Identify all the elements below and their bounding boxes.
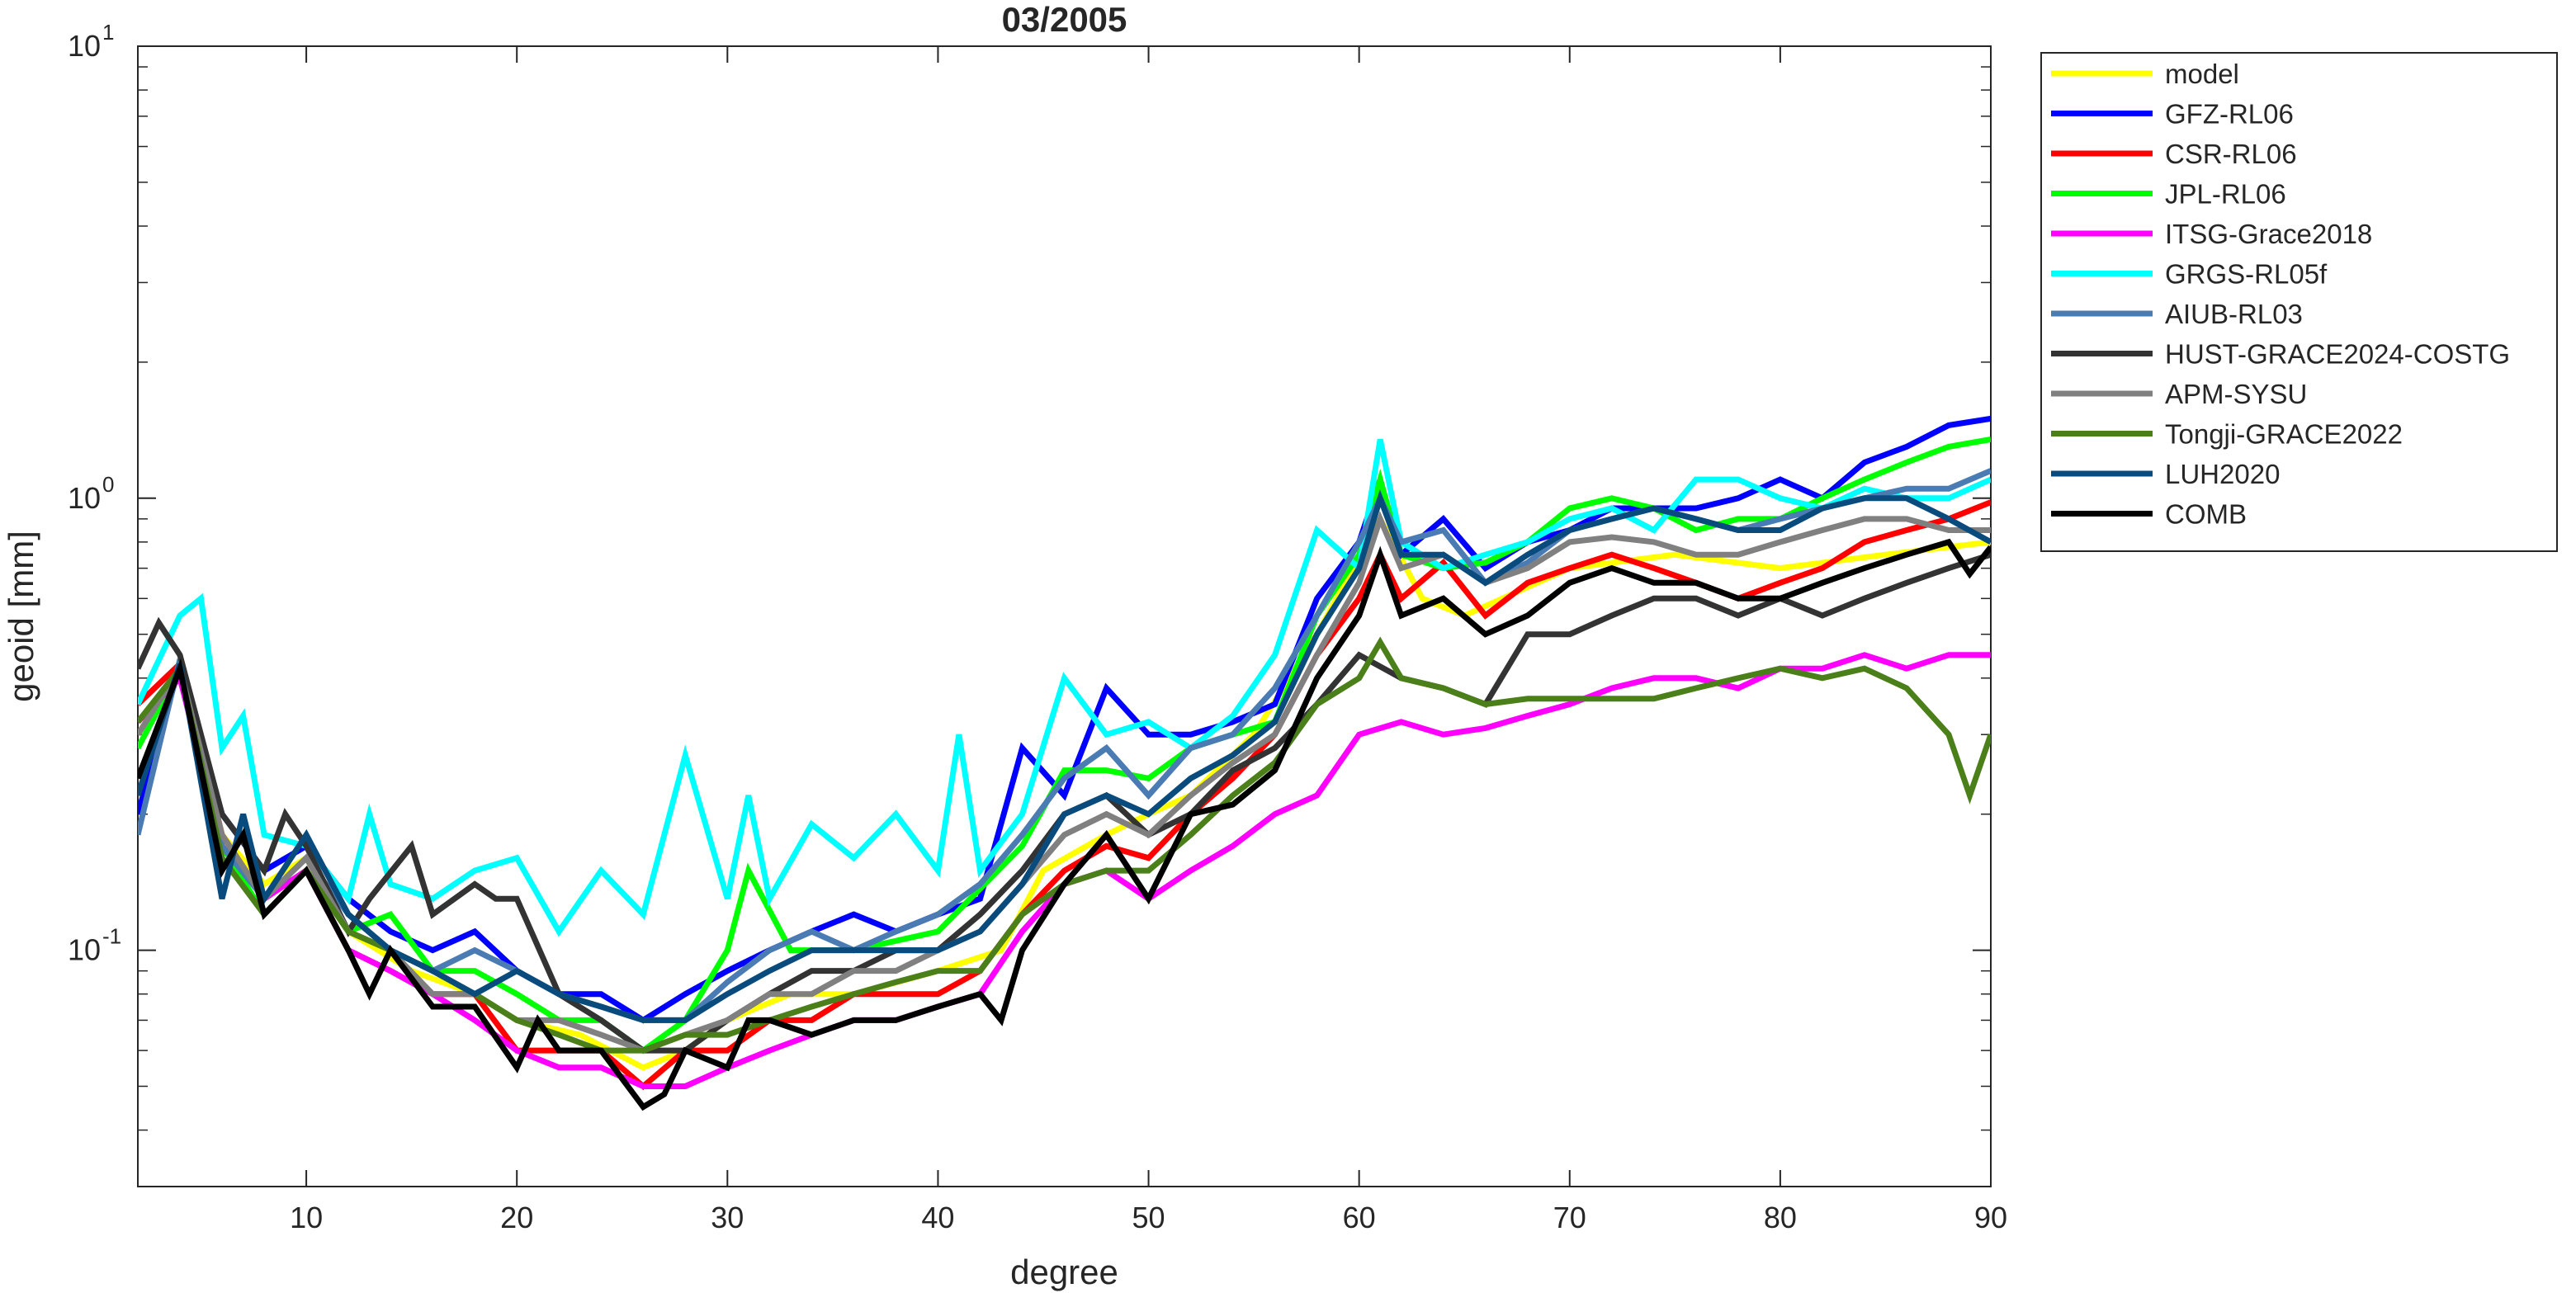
legend-label-model: model	[2165, 59, 2239, 89]
x-tick-label: 50	[1132, 1201, 1165, 1234]
series-line-luh2020	[138, 488, 1991, 1023]
y-tick-exponent: 0	[102, 472, 114, 497]
x-tick-label: 20	[500, 1201, 533, 1234]
legend-label-apm-sysu: APM-SYSU	[2165, 379, 2307, 409]
y-tick-label: 10	[68, 933, 101, 967]
legend-label-luh2020: LUH2020	[2165, 459, 2280, 489]
x-axis: 10 20 30 40 50 60 70 80 90	[290, 46, 2007, 1234]
legend-label-itsg-grace2018: ITSG-Grace2018	[2165, 219, 2372, 249]
legend-label-jpl-rl06: JPL-RL06	[2165, 179, 2286, 210]
x-tick-label: 10	[290, 1201, 323, 1234]
y-tick-label: 10	[68, 481, 101, 515]
chart-title: 03/2005	[1002, 0, 1127, 39]
legend-box	[2040, 52, 2558, 552]
legend-label-gfz-rl06: GFZ-RL06	[2165, 99, 2294, 130]
legend-label-grgs-rl05f: GRGS-RL05f	[2165, 259, 2328, 290]
series-line-comb	[138, 538, 1991, 1111]
legend: model GFZ-RL06 CSR-RL06 JPL-RL06 ITSG-Grace2…	[2040, 52, 2558, 552]
y-tick-exponent: -1	[102, 924, 121, 949]
y-axis-label: geoid [mm]	[2, 531, 40, 702]
x-tick-label: 90	[1974, 1201, 2007, 1234]
x-tick-label: 60	[1343, 1201, 1376, 1234]
x-tick-label: 40	[921, 1201, 954, 1234]
y-tick-exponent: 1	[102, 20, 114, 45]
x-tick-label: 70	[1553, 1201, 1586, 1234]
y-tick-label: 10	[68, 29, 101, 63]
legend-label-csr-rl06: CSR-RL06	[2165, 139, 2297, 169]
series-line-hust-grace2024-costg	[138, 551, 1991, 1054]
series-line-apm-sysu	[138, 510, 1991, 1054]
x-tick-label: 30	[711, 1201, 744, 1234]
legend-label-tongji-grace2022: Tongji-GRACE2022	[2165, 419, 2403, 450]
x-tick-label: 80	[1764, 1201, 1797, 1234]
legend-label-hust-grace2024-costg: HUST-GRACE2024-COSTG	[2165, 339, 2510, 370]
series-lines	[138, 415, 1991, 1111]
legend-label-comb: COMB	[2165, 499, 2247, 530]
series-line-grgs-rl05f	[138, 438, 1991, 937]
x-axis-label: degree	[1010, 1253, 1118, 1291]
plot-frame	[137, 45, 1992, 1187]
legend-items: model GFZ-RL06 CSR-RL06 JPL-RL06 ITSG-Grace2…	[2051, 59, 2510, 530]
legend-label-aiub-rl03: AIUB-RL03	[2165, 299, 2303, 329]
